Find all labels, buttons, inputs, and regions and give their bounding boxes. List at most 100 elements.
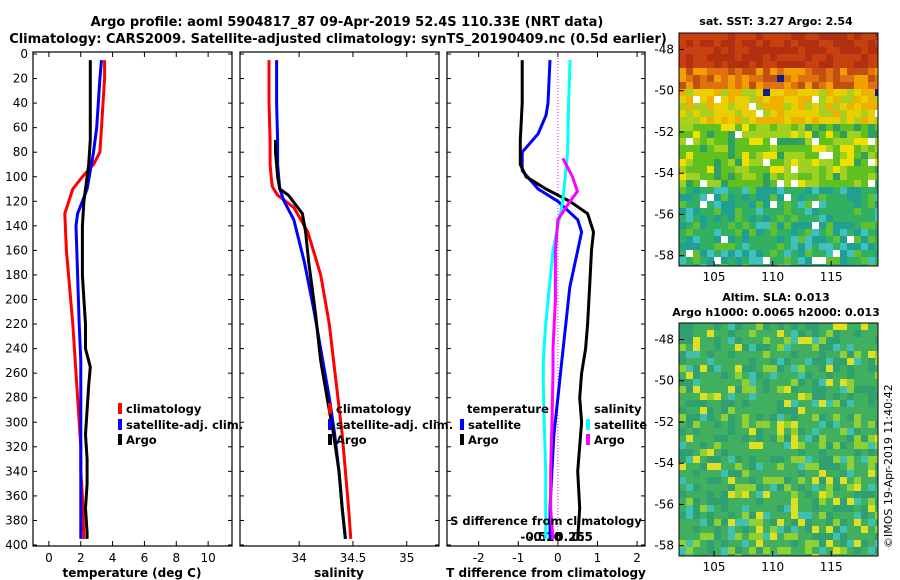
map-pixel xyxy=(763,540,770,547)
map-pixel xyxy=(707,229,714,236)
map-pixel xyxy=(819,110,826,117)
map-pixel xyxy=(693,152,700,159)
map-pixel xyxy=(868,477,875,484)
map-pixel xyxy=(714,131,721,138)
map-pixel xyxy=(714,194,721,201)
map-pixel xyxy=(826,89,833,96)
x-tick-label: 0 xyxy=(554,551,562,565)
map-pixel xyxy=(714,89,721,96)
map-pixel xyxy=(805,47,812,54)
map-pixel xyxy=(735,365,742,372)
map-pixel xyxy=(812,236,819,243)
title-line-1: Argo profile: aoml 5904817_87 09-Apr-201… xyxy=(91,15,604,30)
map-pixel xyxy=(756,414,763,421)
depth-tick-label: 400 xyxy=(5,538,28,552)
map-pixel xyxy=(861,358,868,365)
map-pixel xyxy=(749,358,756,365)
map-pixel xyxy=(854,229,861,236)
map-pixel xyxy=(742,194,749,201)
map-pixel xyxy=(770,173,777,180)
map-pixel xyxy=(756,47,763,54)
map-pixel xyxy=(819,540,826,547)
map-pixel xyxy=(826,449,833,456)
map-pixel xyxy=(784,117,791,124)
map-pixel xyxy=(777,131,784,138)
map-pixel xyxy=(798,89,805,96)
map-pixel xyxy=(770,463,777,470)
map-pixel xyxy=(784,152,791,159)
map-pixel xyxy=(693,215,700,222)
map-pixel xyxy=(854,470,861,477)
map-pixel xyxy=(749,187,756,194)
map-pixel xyxy=(833,512,840,519)
map-pixel xyxy=(798,456,805,463)
map-pixel xyxy=(854,257,861,264)
map-pixel xyxy=(749,117,756,124)
map-pixel xyxy=(707,110,714,117)
map-pixel xyxy=(847,145,854,152)
map-pixel xyxy=(756,323,763,330)
map-pixel xyxy=(756,222,763,229)
map-pixel xyxy=(777,323,784,330)
map-pixel xyxy=(700,82,707,89)
map-pixel xyxy=(728,330,735,337)
map-pixel xyxy=(735,166,742,173)
map-pixel xyxy=(784,222,791,229)
map-pixel xyxy=(707,222,714,229)
map-pixel xyxy=(756,540,763,547)
map-pixel xyxy=(784,337,791,344)
map-lat-label: -56 xyxy=(654,207,674,221)
map-pixel xyxy=(833,222,840,229)
map-pixel xyxy=(714,250,721,257)
map-pixel xyxy=(679,166,686,173)
map-pixel xyxy=(868,138,875,145)
map-pixel xyxy=(784,82,791,89)
map-pixel xyxy=(756,194,763,201)
map-pixel xyxy=(693,330,700,337)
map-pixel xyxy=(826,40,833,47)
map-pixel xyxy=(840,75,847,82)
map-pixel xyxy=(784,68,791,75)
map-pixel xyxy=(868,208,875,215)
map-pixel xyxy=(763,442,770,449)
map-pixel xyxy=(707,526,714,533)
map-pixel xyxy=(798,505,805,512)
map-pixel xyxy=(686,145,693,152)
map-pixel xyxy=(805,117,812,124)
map-pixel xyxy=(756,526,763,533)
map-pixel xyxy=(833,208,840,215)
map-pixel xyxy=(777,344,784,351)
map-pixel xyxy=(735,400,742,407)
map-pixel xyxy=(777,194,784,201)
legend-label-satellite: satellite-adj. clim. xyxy=(336,418,453,432)
sla-map-title-1: Altim. SLA: 0.013 xyxy=(722,291,829,304)
map-pixel xyxy=(679,201,686,208)
map-pixel xyxy=(826,463,833,470)
s-diff-tick-label: -0.5 xyxy=(520,530,546,544)
map-pixel xyxy=(819,47,826,54)
map-pixel xyxy=(847,201,854,208)
map-pixel xyxy=(714,68,721,75)
map-pixel xyxy=(812,491,819,498)
map-pixel xyxy=(861,491,868,498)
map-pixel xyxy=(777,358,784,365)
map-pixel xyxy=(840,152,847,159)
map-pixel xyxy=(742,54,749,61)
map-pixel xyxy=(777,201,784,208)
map-pixel xyxy=(826,236,833,243)
map-pixel xyxy=(700,152,707,159)
map-pixel xyxy=(728,131,735,138)
map-pixel xyxy=(826,61,833,68)
map-pixel xyxy=(798,512,805,519)
map-pixel xyxy=(693,456,700,463)
map-pixel xyxy=(868,358,875,365)
map-pixel xyxy=(791,47,798,54)
map-pixel xyxy=(686,470,693,477)
map-lon-label: 115 xyxy=(820,270,843,284)
map-pixel xyxy=(791,82,798,89)
map-pixel xyxy=(840,344,847,351)
map-pixel xyxy=(812,173,819,180)
map-clip xyxy=(878,323,900,556)
map-pixel xyxy=(819,117,826,124)
map-pixel xyxy=(735,386,742,393)
